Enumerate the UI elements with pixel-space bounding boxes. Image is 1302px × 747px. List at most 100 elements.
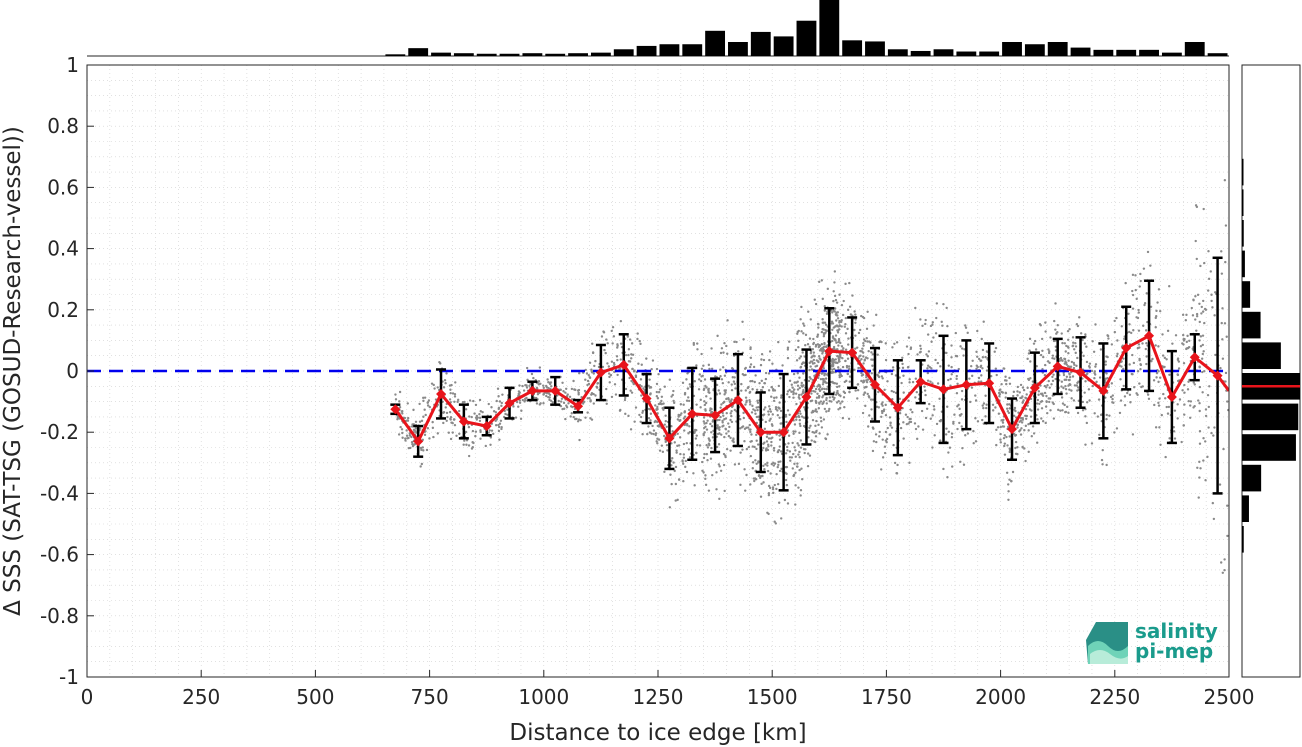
scatter-point (864, 404, 867, 408)
scatter-point (776, 482, 780, 486)
scatter-point (423, 408, 426, 411)
scatter-point (692, 343, 696, 346)
scatter-point (1174, 334, 1178, 337)
scatter-point (941, 324, 944, 327)
scatter-point (677, 413, 680, 417)
scatter-point (654, 404, 657, 407)
scatter-point (1171, 342, 1174, 345)
scatter-point (892, 390, 895, 394)
scatter-point (616, 373, 619, 377)
scatter-point (1076, 356, 1079, 360)
scatter-point (816, 333, 820, 336)
scatter-point (1047, 379, 1050, 383)
scatter-point (633, 420, 636, 423)
scatter-point (831, 370, 834, 374)
scatter-point (705, 428, 709, 431)
scatter-point (758, 381, 761, 385)
scatter-point (1123, 395, 1127, 398)
scatter-point (994, 406, 997, 409)
scatter-point (414, 429, 417, 433)
scatter-point (702, 426, 706, 430)
mean-marker (664, 433, 675, 444)
logo-line1: salinity (1135, 619, 1218, 643)
scatter-point (877, 390, 880, 394)
scatter-point (772, 464, 775, 467)
scatter-point (557, 399, 560, 403)
scatter-point (639, 420, 642, 423)
scatter-point (1076, 324, 1080, 328)
scatter-point (755, 433, 758, 437)
scatter-point (1133, 385, 1136, 389)
scatter-point (977, 376, 981, 380)
scatter-point (616, 346, 619, 349)
scatter-point (474, 403, 478, 407)
scatter-point (1131, 307, 1135, 310)
scatter-point (831, 311, 834, 314)
scatter-point (461, 401, 465, 404)
scatter-point (478, 413, 481, 416)
scatter-point (679, 452, 682, 456)
scatter-point (1093, 412, 1096, 415)
scatter-point (433, 387, 436, 390)
scatter-point (1091, 384, 1094, 388)
scatter-point (1190, 306, 1194, 310)
scatter-point (921, 324, 924, 328)
scatter-point (1132, 361, 1136, 365)
scatter-point (797, 453, 800, 456)
mean-marker (390, 404, 401, 415)
scatter-point (592, 372, 595, 375)
scatter-point (777, 340, 780, 344)
scatter-point (674, 482, 678, 486)
scatter-point (931, 321, 935, 324)
logo-line2: pi-mep (1135, 639, 1213, 663)
x-tick-label: 2000 (975, 685, 1026, 709)
scatter-point (1007, 411, 1011, 415)
scatter-point (706, 419, 709, 422)
scatter-point (907, 422, 910, 425)
mean-marker (1052, 361, 1063, 372)
scatter-point (779, 460, 782, 463)
scatter-point (578, 438, 581, 442)
scatter-point (1226, 400, 1229, 403)
top-histogram-bar (1002, 42, 1022, 56)
scatter-point (997, 412, 1001, 415)
scatter-point (794, 471, 797, 475)
scatter-point (422, 399, 425, 403)
scatter-point (1198, 339, 1201, 342)
scatter-point (788, 450, 792, 453)
scatter-point (717, 427, 720, 430)
scatter-point (811, 348, 815, 351)
scatter-point (835, 341, 838, 344)
scatter-point (776, 414, 780, 417)
scatter-point (624, 387, 628, 391)
scatter-point (698, 444, 702, 447)
scatter-point (796, 388, 800, 391)
scatter-point (791, 441, 794, 445)
scatter-point (1202, 350, 1205, 353)
scatter-point (1001, 421, 1005, 424)
scatter-point (866, 392, 869, 396)
scatter-point (414, 427, 418, 430)
scatter-point (870, 358, 873, 361)
scatter-point (688, 425, 691, 428)
scatter-point (547, 395, 550, 399)
scatter-point (588, 376, 591, 379)
scatter-point (1016, 426, 1019, 429)
scatter-point (519, 417, 523, 421)
scatter-point (702, 416, 706, 419)
scatter-point (832, 367, 836, 371)
scatter-point (838, 324, 841, 328)
scatter-point (764, 377, 768, 381)
scatter-point (1119, 378, 1122, 381)
scatter-point (841, 416, 845, 420)
scatter-point (673, 469, 676, 473)
right-histogram-bar (1242, 403, 1299, 431)
scatter-point (884, 414, 888, 417)
scatter-point (999, 432, 1002, 436)
scatter-point (952, 420, 955, 424)
scatter-point (834, 298, 838, 302)
scatter-point (995, 443, 998, 447)
scatter-point (779, 377, 782, 380)
scatter-point (641, 433, 644, 436)
scatter-point (593, 364, 596, 368)
